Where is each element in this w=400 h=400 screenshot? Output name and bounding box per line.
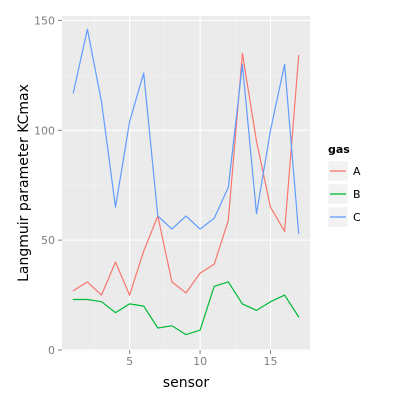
- legend: gas ABC: [327, 143, 361, 228]
- y-tick-label: 0: [48, 344, 55, 357]
- plot-panel: [62, 16, 310, 350]
- x-axis-title: sensor: [163, 375, 210, 391]
- legend-label-c: C: [353, 211, 361, 224]
- y-axis-title: Langmuir parameter KCmax: [16, 84, 32, 282]
- legend-label-b: B: [353, 188, 361, 201]
- y-tick-label: 100: [34, 124, 55, 137]
- series-line-b: [72, 281, 300, 336]
- legend-items: ABC: [327, 160, 361, 228]
- x-tick-label: 15: [264, 355, 278, 368]
- series-lines: [72, 28, 300, 336]
- x-tick-label: 10: [193, 355, 207, 368]
- series-line-c: [72, 28, 300, 235]
- series-line-a: [72, 52, 300, 296]
- y-tick-label: 150: [34, 14, 55, 27]
- grid-lines: [62, 16, 310, 351]
- y-tick-label: 50: [41, 234, 55, 247]
- x-tick-label: 5: [126, 355, 133, 368]
- legend-title: gas: [328, 143, 350, 156]
- legend-label-a: A: [353, 165, 361, 178]
